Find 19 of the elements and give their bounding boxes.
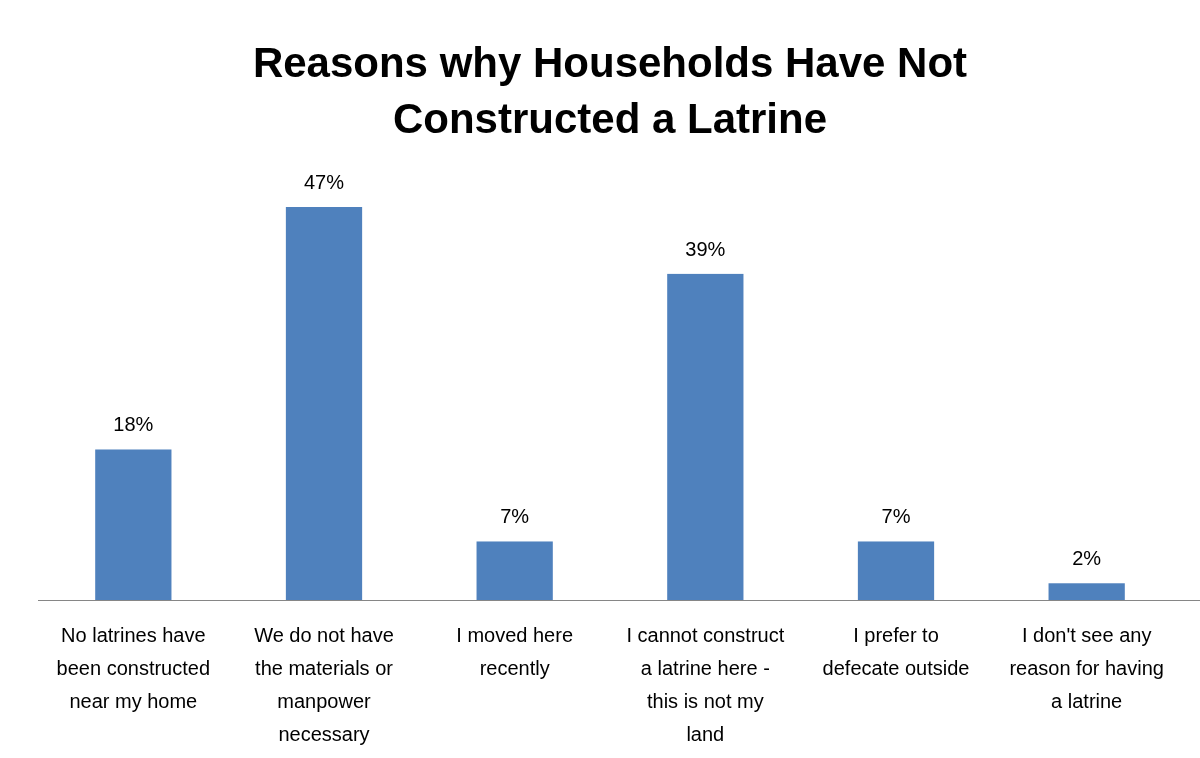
data-label: 7% <box>881 505 911 528</box>
chart-title: Reasons why Households Have Not Constructed a Latrine <box>252 39 968 142</box>
data-label: 2% <box>1072 547 1102 570</box>
data-label: 7% <box>500 505 530 528</box>
bar <box>95 449 172 600</box>
x-tick-label: We do not have the materials or manpower necessary <box>254 624 394 745</box>
bar <box>667 273 744 600</box>
x-tick-label: I moved here recently <box>456 624 574 679</box>
data-label: 18% <box>113 413 154 436</box>
x-tick-label: I don't see any reason for having a latrine <box>1009 624 1164 712</box>
bar <box>1048 583 1125 600</box>
data-label: 39% <box>685 237 726 260</box>
bar <box>476 541 553 600</box>
bar <box>857 541 935 600</box>
x-tick-label: I prefer to defecate outside <box>822 624 970 679</box>
x-tick-label: I cannot construct a latrine here - this is not my land <box>626 624 785 745</box>
bar <box>285 207 363 600</box>
x-tick-label: No latrines have been constructed near my home <box>56 624 211 712</box>
data-label: 47% <box>303 171 345 193</box>
